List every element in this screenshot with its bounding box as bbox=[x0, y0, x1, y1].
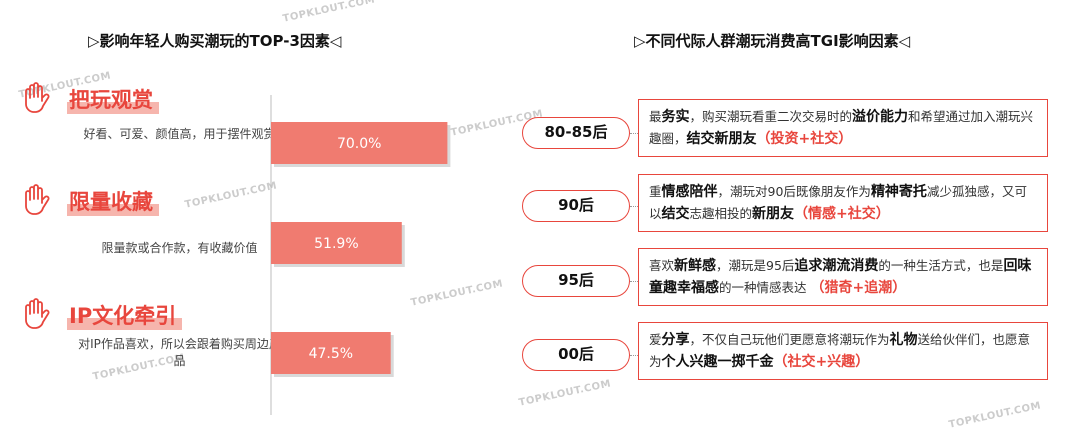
highlight-text: 个人兴趣一掷千金 bbox=[661, 354, 774, 370]
connector bbox=[630, 133, 638, 134]
factor-3: IP文化牵引 对IP作品喜欢，所以会跟着购买周边产品 bbox=[22, 298, 281, 388]
tag-text: （猎奇+追潮） bbox=[810, 280, 907, 296]
tag-text: （社交+兴趣） bbox=[773, 354, 870, 370]
bar-value-label: 51.9% bbox=[314, 236, 358, 252]
factor-description: 对IP作品喜欢，所以会跟着购买周边产品 bbox=[78, 337, 281, 368]
body-text: 的一种生活方式，也是 bbox=[878, 258, 1004, 273]
generation-description: 爱分享，不仅自己玩他们更愿意将潮玩作为礼物送给伙伴们，也愿意为个人兴趣一掷千金（… bbox=[638, 322, 1048, 380]
highlight-text: 分享 bbox=[661, 332, 690, 348]
highlight-text: 情感陪伴 bbox=[661, 184, 718, 200]
body-text: 重 bbox=[649, 184, 662, 199]
watermark: TOPKLOUT.COM bbox=[281, 0, 377, 25]
factor-description: 限量款或合作款，有收藏价值 bbox=[101, 241, 258, 255]
body-text: 的一种情感表达 bbox=[719, 280, 811, 295]
highlight-text: 追求潮流消费 bbox=[794, 258, 879, 274]
hand-icon bbox=[25, 82, 50, 113]
highlight-text: 务实 bbox=[661, 109, 690, 125]
highlight-text: 结交 bbox=[661, 206, 690, 222]
generation-description: 最务实，购买潮玩看重二次交易时的溢价能力和希望通过加入潮玩兴趣圈，结交新朋友（投… bbox=[638, 99, 1048, 157]
highlight-text: 精神寄托 bbox=[870, 184, 927, 200]
factor-name: 限量收藏 bbox=[67, 186, 159, 216]
factor-name: 把玩观赏 bbox=[67, 84, 159, 114]
body-text: 减少孤独感，又可以 bbox=[649, 184, 1027, 221]
generation-description: 重情感陪伴，潮玩对90后既像朋友作为精神寄托减少孤独感，又可以结交志趣相投的新朋… bbox=[638, 174, 1048, 232]
highlight-text: 新鲜感 bbox=[674, 258, 717, 274]
generation-label: 90后 bbox=[522, 190, 630, 222]
bar-value-label: 70.0% bbox=[337, 136, 381, 152]
factor-name: IP文化牵引 bbox=[67, 300, 183, 330]
highlight-text: 礼物 bbox=[889, 332, 918, 348]
body-text: 志趣相投的 bbox=[689, 206, 753, 221]
hand-icon bbox=[25, 298, 50, 329]
generation-label: 95后 bbox=[522, 265, 630, 297]
watermark: TOPKLOUT.COM bbox=[517, 378, 613, 409]
connector bbox=[630, 355, 638, 356]
generation-description: 喜欢新鲜感，潮玩是95后追求潮流消费的一种生活方式，也是回味童趣幸福感的一种情感… bbox=[638, 248, 1048, 306]
body-text: ，购买潮玩看重二次交易时的 bbox=[689, 109, 853, 124]
generation-label: 00后 bbox=[522, 339, 630, 371]
body-text: ，潮玩对90后既像朋友作为 bbox=[717, 184, 871, 199]
right-section-title: ▷不同代际人群潮玩消费高TGI影响因素◁ bbox=[634, 32, 911, 50]
highlight-text: 结交新朋友 bbox=[686, 131, 757, 147]
left-section-title: ▷影响年轻人购买潮玩的TOP-3因素◁ bbox=[88, 32, 342, 50]
connector bbox=[630, 281, 638, 282]
bar bbox=[271, 122, 448, 164]
body-text: ，潮玩是95后 bbox=[716, 258, 795, 273]
connector bbox=[630, 206, 638, 207]
tag-text: （投资+社交） bbox=[756, 131, 853, 147]
highlight-text: 溢价能力 bbox=[852, 109, 909, 125]
factor-2: 限量收藏 限量款或合作款，有收藏价值 bbox=[22, 184, 262, 274]
bar-chart: 70.0% 51.9% 47.5% bbox=[270, 95, 451, 415]
body-text: 喜欢 bbox=[649, 258, 675, 273]
body-text: 和希望通过加入潮玩兴趣圈， bbox=[649, 109, 1034, 146]
factor-description: 好看、可爱、颜值高，用于摆件观赏 bbox=[83, 127, 276, 141]
highlight-text: 回味童趣幸福感 bbox=[649, 258, 1032, 296]
body-text: 最 bbox=[649, 109, 662, 124]
tag-text: （情感+社交） bbox=[794, 206, 890, 222]
factor-1: 把玩观赏 好看、可爱、颜值高，用于摆件观赏 bbox=[22, 82, 276, 172]
hand-icon bbox=[25, 184, 50, 215]
bar-value-label: 47.5% bbox=[309, 346, 353, 362]
bar bbox=[271, 222, 402, 264]
generation-label: 80-85后 bbox=[522, 117, 630, 149]
body-text: 爱 bbox=[649, 332, 662, 347]
bar bbox=[271, 332, 391, 374]
body-text: 送给伙伴们，也愿意为 bbox=[649, 332, 1031, 369]
watermark: TOPKLOUT.COM bbox=[947, 400, 1043, 431]
highlight-text: 新朋友 bbox=[752, 206, 795, 222]
body-text: ，不仅自己玩他们更愿意将潮玩作为 bbox=[689, 332, 890, 347]
